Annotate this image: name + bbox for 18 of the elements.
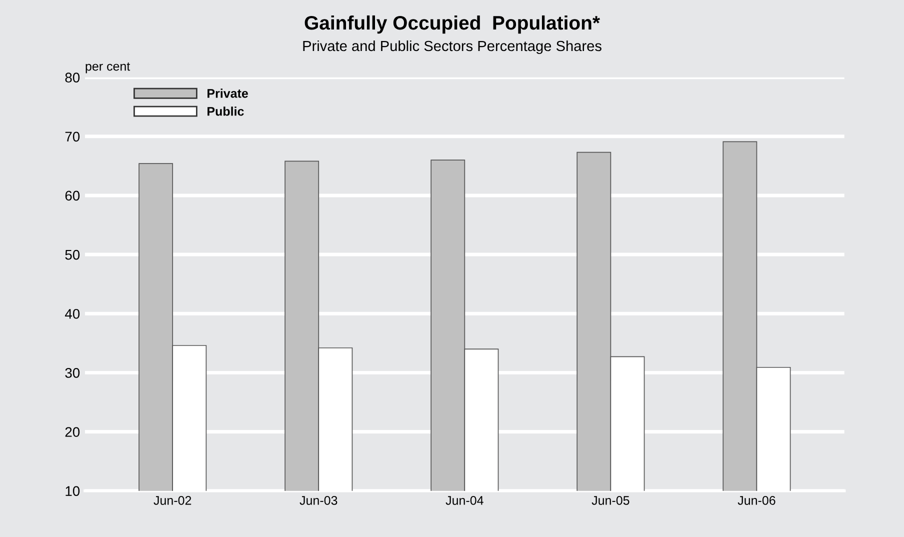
x-tick-label: Jun-04 bbox=[446, 496, 484, 505]
y-tick-label: 70 bbox=[65, 132, 80, 142]
y-tick-label: 10 bbox=[66, 486, 80, 496]
y-tick-label: 20 bbox=[65, 427, 80, 437]
y-axis-title: per cent bbox=[86, 62, 130, 74]
x-tick-label: Jun-03 bbox=[300, 496, 338, 505]
y-tick-label: 60 bbox=[65, 190, 80, 201]
x-tick-label: Jun-02 bbox=[154, 496, 192, 505]
x-tick-label: Jun-05 bbox=[592, 496, 630, 505]
y-tick-label: 80 bbox=[65, 72, 80, 82]
x-tick-label: Jun-06 bbox=[738, 496, 776, 505]
legend-label: Private bbox=[208, 88, 248, 98]
y-tick-label: 40 bbox=[64, 308, 80, 319]
chart-subtitle: Private and Public Sectors Percentage Shares bbox=[303, 40, 602, 54]
chart-title: Gainfully Occupied Population* bbox=[304, 15, 600, 34]
y-tick-label: 30 bbox=[65, 368, 80, 378]
legend-label: Public bbox=[208, 106, 244, 116]
y-tick-label: 50 bbox=[65, 250, 80, 260]
